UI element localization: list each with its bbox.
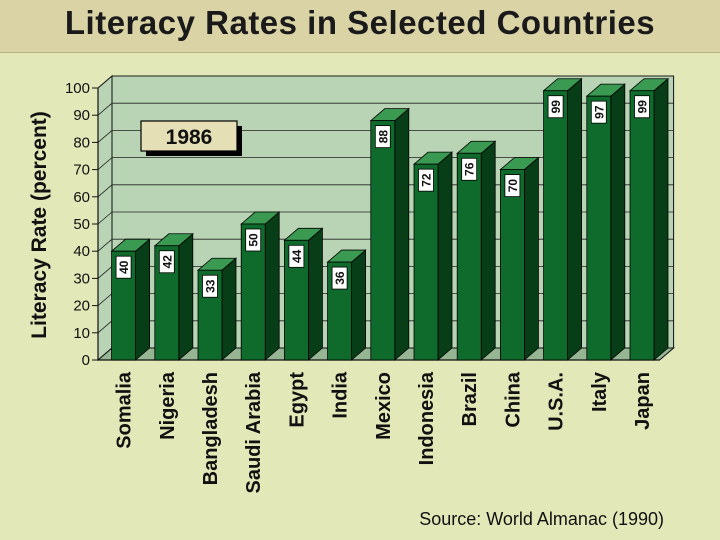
bar: 33 [196, 257, 238, 361]
bar-front [499, 169, 525, 361]
y-tick-label: 70 [73, 162, 90, 179]
bar: 99 [628, 77, 670, 361]
gridline [97, 102, 674, 116]
value-label: 44 [290, 249, 304, 263]
value-label: 76 [463, 162, 477, 176]
chart-title: Literacy Rates in Selected Countries [64, 4, 656, 41]
bar-side [135, 238, 151, 361]
category-label: Nigeria [157, 371, 179, 440]
bar-side [653, 77, 669, 361]
category-label: Egypt [286, 372, 308, 428]
bar: 50 [240, 211, 281, 361]
category-label: Bangladesh [200, 372, 222, 485]
bar: 40 [110, 238, 151, 361]
y-tick-label: 0 [82, 352, 90, 369]
y-tick-label: 80 [73, 134, 90, 151]
bar-side [307, 227, 323, 361]
bar-side [221, 257, 237, 361]
value-box [634, 95, 650, 119]
value-box [288, 244, 305, 268]
bar-side [437, 151, 453, 361]
bar-side [178, 232, 194, 361]
category-label: Somalia [114, 371, 136, 449]
value-box [374, 125, 391, 149]
category-label: U.S.A. [546, 372, 568, 431]
category-label: India [330, 371, 352, 419]
bar-side [480, 140, 496, 361]
value-label: 40 [117, 260, 131, 274]
value-label: 36 [333, 271, 347, 285]
bar: 36 [326, 249, 367, 361]
bar: 76 [456, 140, 497, 361]
bar: 88 [369, 107, 410, 361]
bar-front [370, 120, 396, 361]
bar-side [394, 107, 410, 361]
category-label: Saudi Arabia [243, 371, 265, 493]
y-tick-label: 40 [73, 243, 90, 260]
value-label: 70 [506, 179, 520, 193]
category-label: Japan [632, 372, 654, 430]
category-label: China [502, 371, 524, 427]
bar-side [524, 156, 539, 361]
bar: 99 [542, 77, 583, 361]
bar: 97 [585, 83, 626, 361]
bar-front [456, 152, 482, 361]
bar-side [610, 83, 626, 361]
value-box [504, 174, 521, 198]
value-box [115, 255, 132, 279]
bar-side [567, 77, 582, 361]
gridline [97, 75, 674, 89]
bar: 72 [412, 151, 454, 361]
y-tick-label: 30 [73, 270, 90, 287]
value-label: 72 [420, 173, 434, 187]
y-tick-label: 50 [73, 216, 90, 233]
y-tick-label: 100 [65, 80, 90, 97]
value-label: 99 [636, 100, 650, 114]
value-label: 42 [160, 255, 174, 269]
bar-side [264, 211, 280, 361]
annotation-box [140, 120, 238, 152]
value-box [331, 266, 348, 290]
value-label: 33 [204, 279, 218, 293]
value-box [245, 228, 262, 252]
category-label: Mexico [373, 372, 395, 440]
title-band: Literacy Rates in Selected Countries [0, 0, 720, 53]
bar: 44 [283, 227, 324, 361]
bar: 70 [499, 156, 540, 361]
bar-front [586, 95, 612, 361]
value-label: 50 [247, 233, 261, 247]
y-tick-label: 60 [73, 189, 90, 206]
value-box [158, 250, 175, 274]
value-box [590, 100, 607, 124]
y-tick-label: 90 [73, 107, 90, 124]
y-tick-label: 10 [73, 325, 90, 342]
bar: 42 [153, 232, 194, 361]
y-axis-label: Literacy Rate (percent) [28, 111, 51, 339]
category-label: Brazil [459, 372, 481, 426]
category-label: Italy [589, 371, 611, 412]
bar-front [413, 163, 439, 361]
annotation-text: 1986 [166, 126, 213, 149]
value-box [547, 95, 564, 119]
category-label: Indonesia [416, 371, 438, 465]
bar-side [351, 249, 367, 361]
year-annotation: 1986 [140, 120, 242, 156]
value-box [461, 157, 478, 181]
value-label: 97 [592, 105, 606, 119]
value-box [418, 168, 434, 192]
source-note: Source: World Almanac (1990) [419, 509, 664, 529]
value-label: 99 [549, 100, 563, 114]
y-tick-label: 20 [73, 298, 90, 315]
bar-front [543, 90, 568, 361]
value-label: 88 [376, 130, 390, 144]
value-box [202, 274, 218, 298]
bar-front [629, 90, 655, 361]
gridline [97, 129, 674, 143]
